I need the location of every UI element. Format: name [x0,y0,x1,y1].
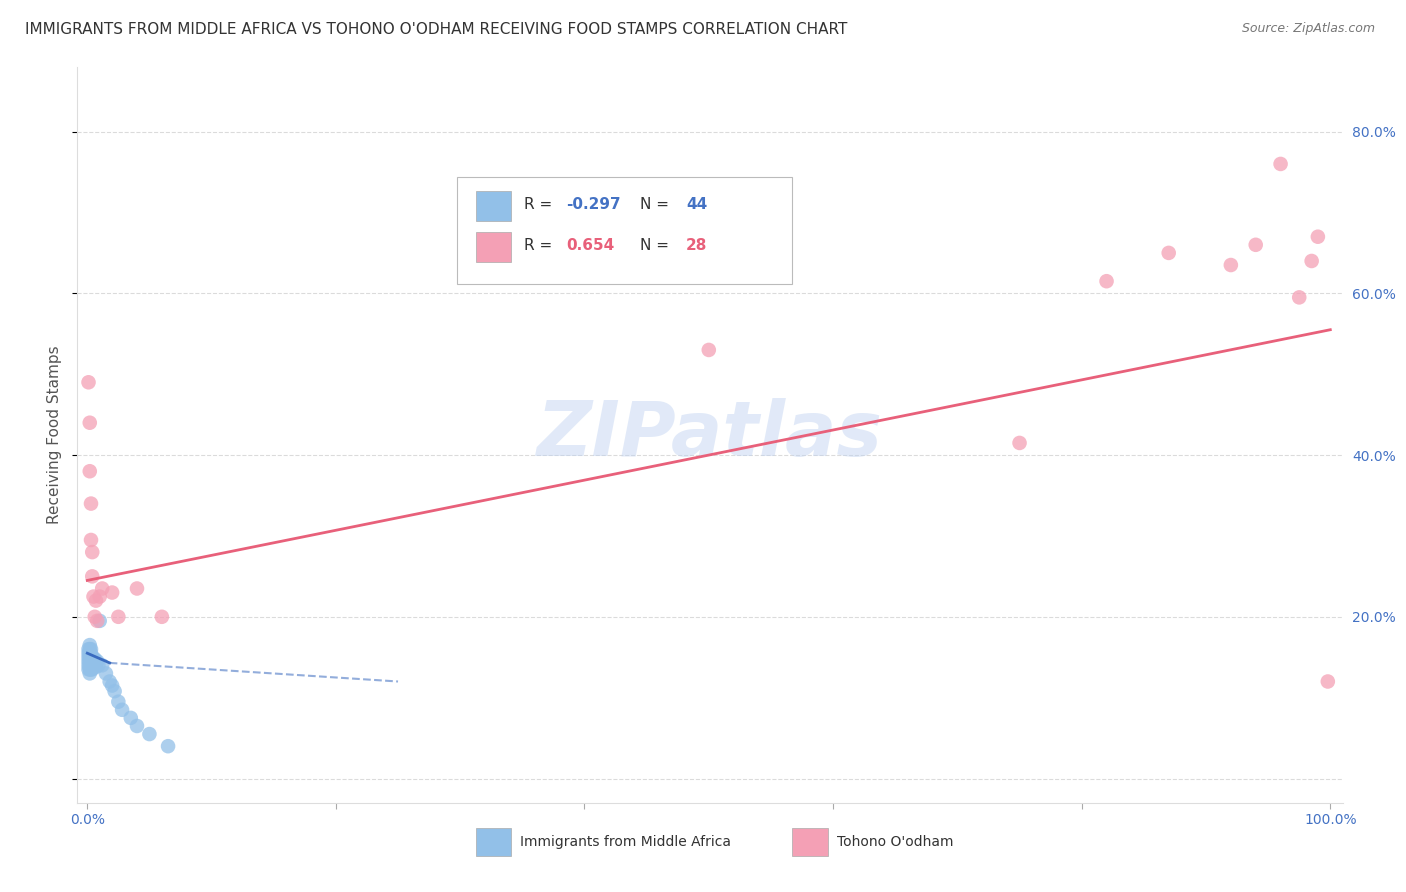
Point [150,609,173,624]
Point [82,590,104,604]
Point [89,614,111,628]
Point [120,711,142,725]
Point [107,609,129,624]
Point [82,657,104,671]
Y-axis label: Receiving Food Stamps: Receiving Food Stamps [46,345,62,524]
FancyBboxPatch shape [475,233,512,262]
Point [697,343,720,357]
Point [79,650,101,665]
Point [1008,436,1031,450]
Point [98,674,121,689]
Text: IMMIGRANTS FROM MIDDLE AFRICA VS TOHONO O'ODHAM RECEIVING FOOD STAMPS CORRELATIO: IMMIGRANTS FROM MIDDLE AFRICA VS TOHONO … [25,22,848,37]
Text: Immigrants from Middle Africa: Immigrants from Middle Africa [520,835,731,849]
Point [80,646,103,660]
Point [1157,246,1180,260]
Point [80,650,103,665]
Point [104,684,127,698]
Point [101,679,124,693]
Point [84,660,107,674]
Point [1301,254,1323,268]
Point [77,650,100,665]
Point [1219,258,1241,272]
Point [86,614,108,628]
Point [80,497,103,511]
Text: N =: N = [641,197,675,212]
Text: 44: 44 [686,197,707,212]
Point [111,703,134,717]
Point [94,666,117,681]
Text: R =: R = [524,197,557,212]
Text: 28: 28 [686,238,707,253]
Text: R =: R = [524,238,557,253]
Text: Source: ZipAtlas.com: Source: ZipAtlas.com [1241,22,1375,36]
Point [79,638,101,652]
Point [82,654,104,668]
Point [1244,237,1267,252]
Text: ZIPatlas: ZIPatlas [537,398,883,472]
Point [125,719,148,733]
Point [107,695,129,709]
Point [87,658,110,673]
Point [79,658,101,673]
Point [1316,674,1339,689]
Point [80,662,103,676]
Point [82,660,104,674]
Point [77,642,100,657]
Point [79,642,101,657]
Point [79,662,101,676]
Text: N =: N = [641,238,675,253]
FancyBboxPatch shape [475,828,512,855]
Point [80,654,103,668]
Text: 0.654: 0.654 [565,238,614,253]
Point [89,590,111,604]
Point [80,658,103,673]
Point [101,585,124,599]
Point [79,416,101,430]
Text: Tohono O'odham: Tohono O'odham [837,835,953,849]
Point [82,662,104,676]
Point [138,727,160,741]
Point [1270,157,1292,171]
Point [80,642,103,657]
Point [77,654,100,668]
Point [91,582,114,596]
Point [82,650,104,665]
Point [79,646,101,660]
Point [80,533,103,547]
Point [77,376,100,390]
FancyBboxPatch shape [457,178,793,284]
FancyBboxPatch shape [793,828,828,855]
Point [125,582,148,596]
Point [77,662,100,676]
Point [83,652,105,666]
Point [1288,290,1310,304]
Point [77,646,100,660]
Point [79,464,101,478]
Point [79,666,101,681]
Point [84,593,107,607]
Point [79,654,101,668]
Point [86,654,108,668]
Point [82,652,104,666]
Point [83,609,105,624]
Text: -0.297: -0.297 [565,197,620,212]
Point [77,658,100,673]
Point [82,545,104,559]
Point [91,658,114,673]
Point [82,658,104,673]
Point [82,569,104,583]
Point [157,739,180,754]
Point [1306,229,1329,244]
FancyBboxPatch shape [475,191,512,220]
Point [1095,274,1118,288]
Point [83,657,105,671]
